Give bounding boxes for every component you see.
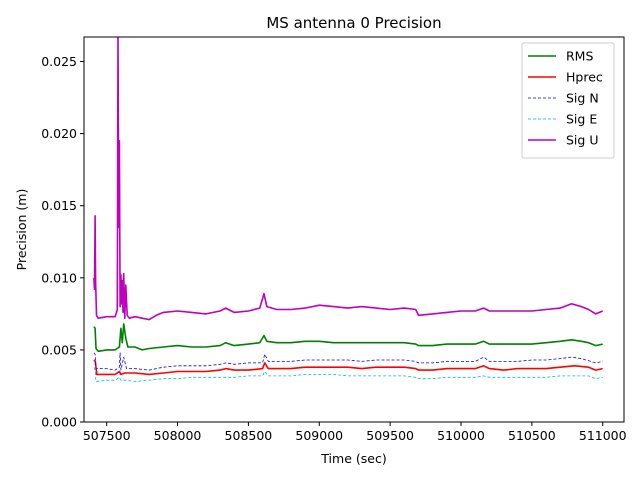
x-tick-label: 510000: [437, 428, 485, 443]
plot-frame: [83, 36, 625, 423]
x-tick-label: 508000: [154, 428, 202, 443]
x-tick-label: 508500: [225, 428, 273, 443]
x-tick-label: 511000: [579, 428, 627, 443]
y-tick-label: 0.010: [41, 270, 77, 285]
series-line-hprec: [93, 359, 603, 376]
y-tick-label: 0.015: [41, 198, 77, 213]
legend-box: [521, 42, 615, 159]
y-axis-label: Precision (m): [14, 189, 29, 271]
y-tick-label: 0.005: [41, 342, 77, 357]
legend-label: Sig U: [566, 133, 598, 148]
x-tick-label: 509000: [295, 428, 343, 443]
series-lines: [93, 37, 604, 382]
legend-label: RMS: [566, 49, 593, 64]
y-axis: 0.000 0.005 0.010 0.015 0.020 0.025: [41, 54, 84, 430]
y-tick-label: 0.000: [41, 415, 77, 430]
x-tick-label: 510500: [508, 428, 556, 443]
chart-title: MS antenna 0 Precision: [266, 14, 441, 32]
x-tick-label: 509500: [366, 428, 414, 443]
legend-label: Sig N: [566, 91, 599, 106]
y-tick-label: 0.020: [41, 126, 77, 141]
legend: RMS Hprec Sig N Sig E Sig U: [521, 42, 615, 159]
series-line-sig-u: [93, 37, 604, 321]
series-line-rms: [93, 323, 603, 353]
y-tick-label: 0.025: [41, 54, 77, 69]
x-tick-label: 507500: [83, 428, 131, 443]
series-line-sig-n: [93, 352, 603, 371]
x-axis: 507500 508000 508500 509000 509500 510000 5105…: [83, 422, 627, 443]
series-line-sig-e: [93, 367, 603, 382]
x-axis-label: Time (sec): [320, 451, 386, 466]
legend-label: Sig E: [566, 112, 597, 127]
legend-label: Hprec: [566, 70, 603, 85]
